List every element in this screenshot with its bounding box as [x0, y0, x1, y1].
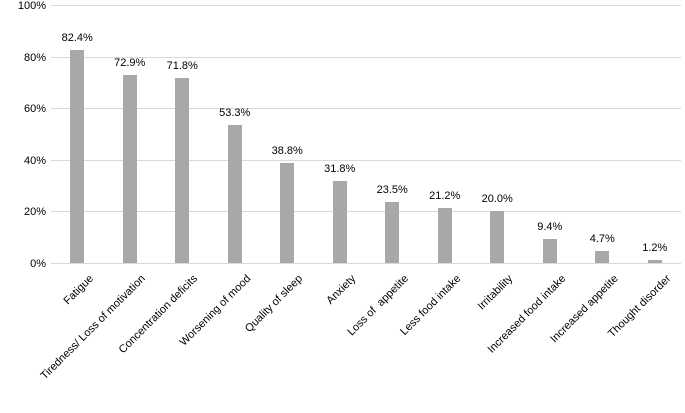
bar — [122, 75, 137, 263]
data-label: 82.4% — [61, 32, 93, 44]
bar — [227, 125, 242, 263]
gridline — [51, 159, 681, 161]
gridline — [51, 108, 681, 110]
y-tick-label: 40% — [23, 154, 46, 167]
gridline — [51, 5, 681, 6]
x-axis-line — [51, 263, 681, 264]
bar — [647, 260, 662, 263]
bar — [542, 239, 557, 263]
bar — [385, 202, 400, 263]
data-label: 38.8% — [271, 145, 303, 157]
data-label: 9.4% — [537, 221, 563, 233]
data-label: 20.0% — [481, 193, 513, 205]
bar — [490, 211, 505, 263]
y-tick-label: 20% — [23, 206, 46, 219]
gridline — [51, 211, 681, 213]
bar — [280, 163, 295, 263]
y-tick-label: 80% — [23, 51, 46, 64]
bar — [70, 50, 85, 263]
bar — [437, 208, 452, 263]
gridline — [51, 56, 681, 58]
data-label: 31.8% — [324, 163, 356, 175]
category-label: Tiredness/ Loss of motivation — [38, 272, 148, 383]
data-label: 53.3% — [219, 107, 251, 119]
y-tick-label: 0% — [30, 258, 46, 270]
y-tick-label: 60% — [23, 103, 46, 116]
data-label: 1.2% — [642, 242, 668, 254]
data-label: 72.9% — [114, 57, 146, 69]
data-label: 21.2% — [429, 190, 461, 202]
data-label: 23.5% — [376, 184, 408, 196]
bar — [175, 78, 190, 263]
data-label: 4.7% — [589, 233, 615, 245]
category-label: Anxiety — [323, 272, 358, 307]
bar — [332, 181, 347, 263]
category-label: Fatigue — [61, 272, 96, 308]
y-tick-label: 100% — [17, 0, 46, 12]
bar — [595, 251, 610, 263]
data-label: 71.8% — [166, 60, 198, 72]
category-label: Irritability — [475, 272, 516, 313]
